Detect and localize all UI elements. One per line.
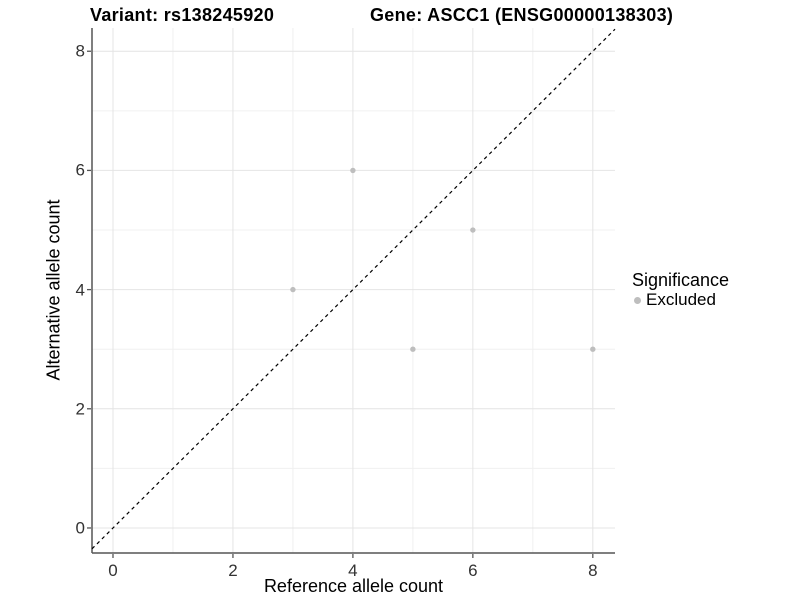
plot-title-variant: Variant: rs138245920 <box>90 5 275 25</box>
x-axis-label: Reference allele count <box>263 576 444 596</box>
plot-title-gene: Gene: ASCC1 (ENSG00000138303) <box>370 5 674 25</box>
legend: Significance Excluded <box>632 270 729 310</box>
x-tick-label: 2 <box>228 561 238 580</box>
y-tick-label: 8 <box>75 41 85 61</box>
x-tick-label: 8 <box>588 561 598 580</box>
x-tick-label: 0 <box>108 561 118 580</box>
y-tick-label: 4 <box>75 280 85 300</box>
y-tick-label: 0 <box>75 518 85 538</box>
legend-point-icon <box>634 296 641 304</box>
data-point <box>350 167 356 174</box>
x-tick-label: 6 <box>468 561 478 580</box>
data-point <box>290 286 296 293</box>
y-tick-label: 6 <box>75 160 85 180</box>
identity-reference-line <box>91 28 616 550</box>
data-point <box>470 227 476 233</box>
y-tick-label: 2 <box>75 399 85 419</box>
data-point <box>410 346 416 352</box>
data-point <box>590 346 596 352</box>
x-tick-label: 4 <box>348 561 358 580</box>
legend-item-label: Excluded <box>646 290 716 309</box>
legend-title: Significance <box>632 270 730 290</box>
legend-item-excluded: Excluded <box>632 290 729 310</box>
